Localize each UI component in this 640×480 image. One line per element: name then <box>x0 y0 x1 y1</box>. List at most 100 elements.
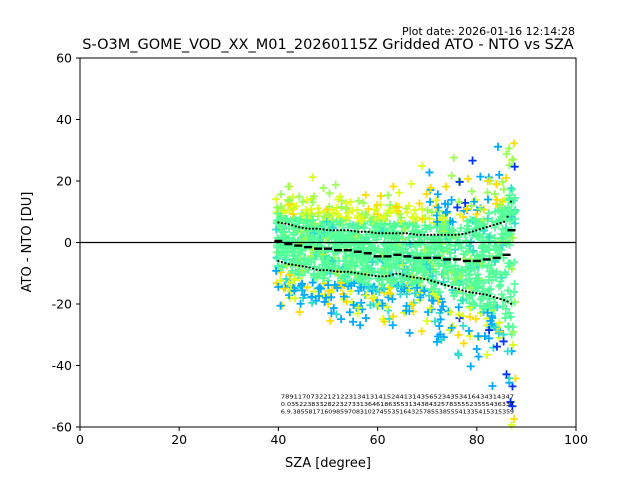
data-point <box>343 277 352 286</box>
data-point <box>373 210 382 219</box>
data-point <box>361 256 370 265</box>
data-point <box>294 223 303 232</box>
data-point <box>405 306 414 315</box>
upper-std-point <box>360 230 363 233</box>
data-point <box>477 250 486 259</box>
data-point <box>499 185 508 194</box>
data-point <box>315 226 324 235</box>
data-point <box>367 242 376 251</box>
lower-std-point <box>298 264 301 267</box>
data-point <box>337 315 346 324</box>
data-point <box>282 214 291 223</box>
data-point <box>282 275 291 284</box>
data-point <box>330 261 339 270</box>
data-point <box>290 237 299 246</box>
data-point <box>331 268 340 277</box>
data-point <box>499 330 508 339</box>
data-point <box>397 213 406 222</box>
data-point <box>289 228 298 237</box>
data-point <box>505 191 514 200</box>
data-point <box>507 264 516 273</box>
upper-std-point <box>482 227 485 230</box>
lower-std-point <box>461 289 464 292</box>
data-point <box>495 318 504 327</box>
data-point <box>383 303 392 312</box>
data-point <box>408 227 417 236</box>
lower-std-point <box>437 281 440 284</box>
data-point <box>308 173 317 182</box>
data-point <box>430 284 439 293</box>
data-point <box>299 254 308 263</box>
data-point <box>473 274 482 283</box>
data-point <box>337 203 346 212</box>
data-point <box>418 215 427 224</box>
data-point <box>288 266 297 275</box>
upper-std-point <box>454 233 457 236</box>
upper-std-point <box>367 230 370 233</box>
data-point <box>316 284 325 293</box>
data-point <box>338 273 347 282</box>
data-point <box>441 208 450 217</box>
upper-std-point <box>371 231 374 234</box>
chart-title: S-O3M_GOME_VOD_XX_M01_20260115Z Gridded … <box>82 37 573 53</box>
data-point <box>337 278 346 287</box>
x-tick-label: 100 <box>564 432 588 447</box>
data-point <box>429 296 438 305</box>
data-point <box>508 402 517 411</box>
data-point <box>464 222 473 231</box>
data-point <box>486 285 495 294</box>
lower-std-point <box>339 270 342 273</box>
data-point <box>388 295 397 304</box>
lower-std-point <box>384 275 388 278</box>
data-point <box>362 233 371 242</box>
data-point <box>355 282 364 291</box>
data-point <box>318 260 327 269</box>
data-point <box>400 225 409 234</box>
data-point <box>433 217 442 226</box>
data-point <box>371 205 380 214</box>
data-point <box>398 261 407 270</box>
data-point <box>317 267 326 276</box>
data-point <box>495 170 504 179</box>
upper-std-point <box>315 227 318 230</box>
data-point <box>484 195 493 204</box>
data-point <box>431 237 440 246</box>
upper-std-point <box>381 232 384 235</box>
data-point <box>504 195 513 204</box>
data-point <box>418 204 427 213</box>
data-point <box>451 261 460 270</box>
data-point <box>290 286 299 295</box>
data-point <box>405 286 414 295</box>
data-point <box>387 239 396 248</box>
data-point <box>464 326 473 335</box>
data-point <box>305 223 314 232</box>
data-point <box>295 192 304 201</box>
lower-std-point <box>291 263 294 266</box>
lower-std-point <box>430 279 433 282</box>
upper-std-point <box>318 227 322 231</box>
data-point <box>502 370 511 379</box>
data-point <box>507 184 516 193</box>
data-point <box>472 281 481 290</box>
upper-std-point <box>405 232 408 235</box>
data-point <box>341 215 350 224</box>
data-point <box>456 224 465 233</box>
data-point <box>504 144 513 153</box>
data-point <box>433 190 442 199</box>
data-point <box>310 273 319 282</box>
data-point <box>329 208 338 217</box>
data-point <box>469 246 478 255</box>
lower-std-point <box>305 265 308 268</box>
data-point <box>333 210 342 219</box>
data-point <box>510 287 519 296</box>
lower-std-point <box>506 300 509 303</box>
data-point <box>426 265 435 274</box>
y-axis-ticks: -60 -40 -20 0 20 40 60 <box>52 51 80 435</box>
data-point <box>454 303 463 312</box>
upper-std-point <box>374 231 377 235</box>
data-point <box>324 259 333 268</box>
data-point <box>418 227 427 236</box>
data-point <box>474 352 483 361</box>
x-tick-label: 0 <box>76 432 84 447</box>
